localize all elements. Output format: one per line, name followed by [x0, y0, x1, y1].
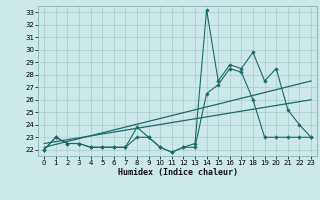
X-axis label: Humidex (Indice chaleur): Humidex (Indice chaleur) — [118, 168, 238, 177]
